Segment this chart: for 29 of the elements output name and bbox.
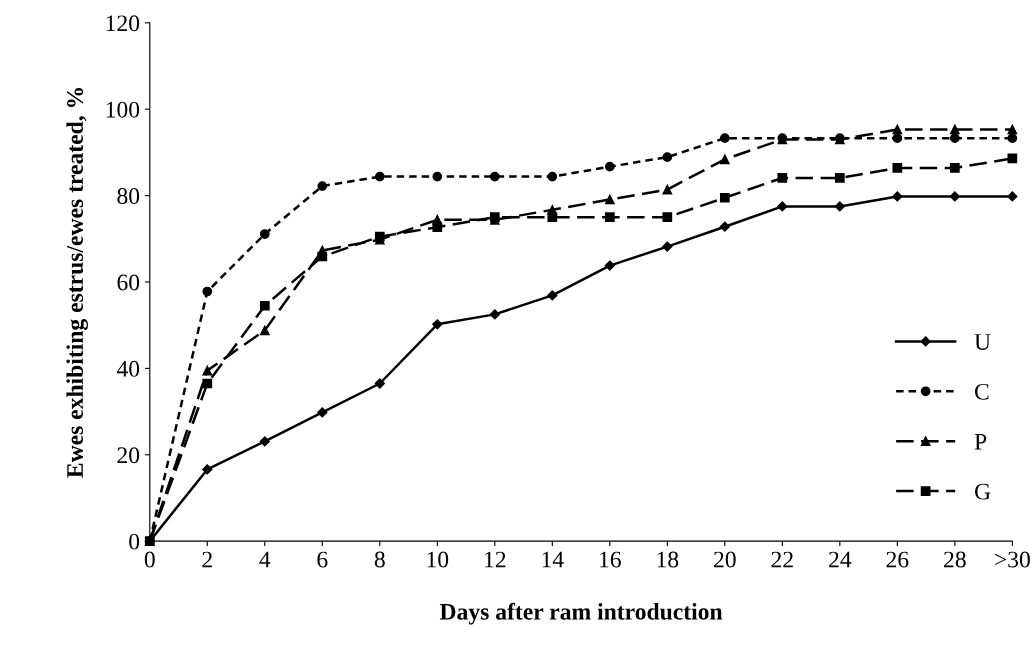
x-tick-label: 8	[374, 551, 385, 568]
y-axis-title: Ewes exhibiting estrus/ewes treated, %	[66, 88, 88, 478]
x-tick-label: 12	[485, 551, 506, 568]
x-tick-label: 18	[657, 551, 679, 568]
x-tick-label: 14	[542, 551, 564, 568]
x-tick-label: 2	[202, 551, 212, 568]
x-tick-label: >30	[995, 551, 1030, 568]
y-tick-label: 0	[129, 533, 140, 550]
x-axis-title: Days after ram introduction	[439, 602, 723, 625]
y-tick-label: 60	[117, 274, 140, 291]
legend-label: G	[975, 483, 991, 500]
y-tick-label: 40	[116, 360, 140, 377]
x-tick-label: 10	[427, 551, 449, 568]
legend-label: U	[974, 334, 991, 350]
x-tick-label: 24	[829, 551, 852, 568]
y-tick-label: 100	[106, 101, 140, 118]
x-tick-label: 22	[771, 551, 793, 568]
x-tick-label: 20	[714, 551, 736, 568]
x-tick-label: 0	[144, 551, 155, 568]
y-tick-label: 20	[117, 447, 140, 464]
y-tick-label: 120	[106, 15, 140, 32]
legend-label: C	[975, 383, 989, 400]
x-tick-label: 28	[944, 551, 966, 568]
x-tick-label: 16	[600, 551, 621, 568]
x-tick-label: 4	[259, 551, 271, 568]
x-tick-label: 6	[317, 551, 328, 568]
x-tick-label: 26	[886, 551, 909, 568]
y-tick-label: 80	[117, 188, 140, 205]
legend-label: P	[974, 433, 987, 450]
